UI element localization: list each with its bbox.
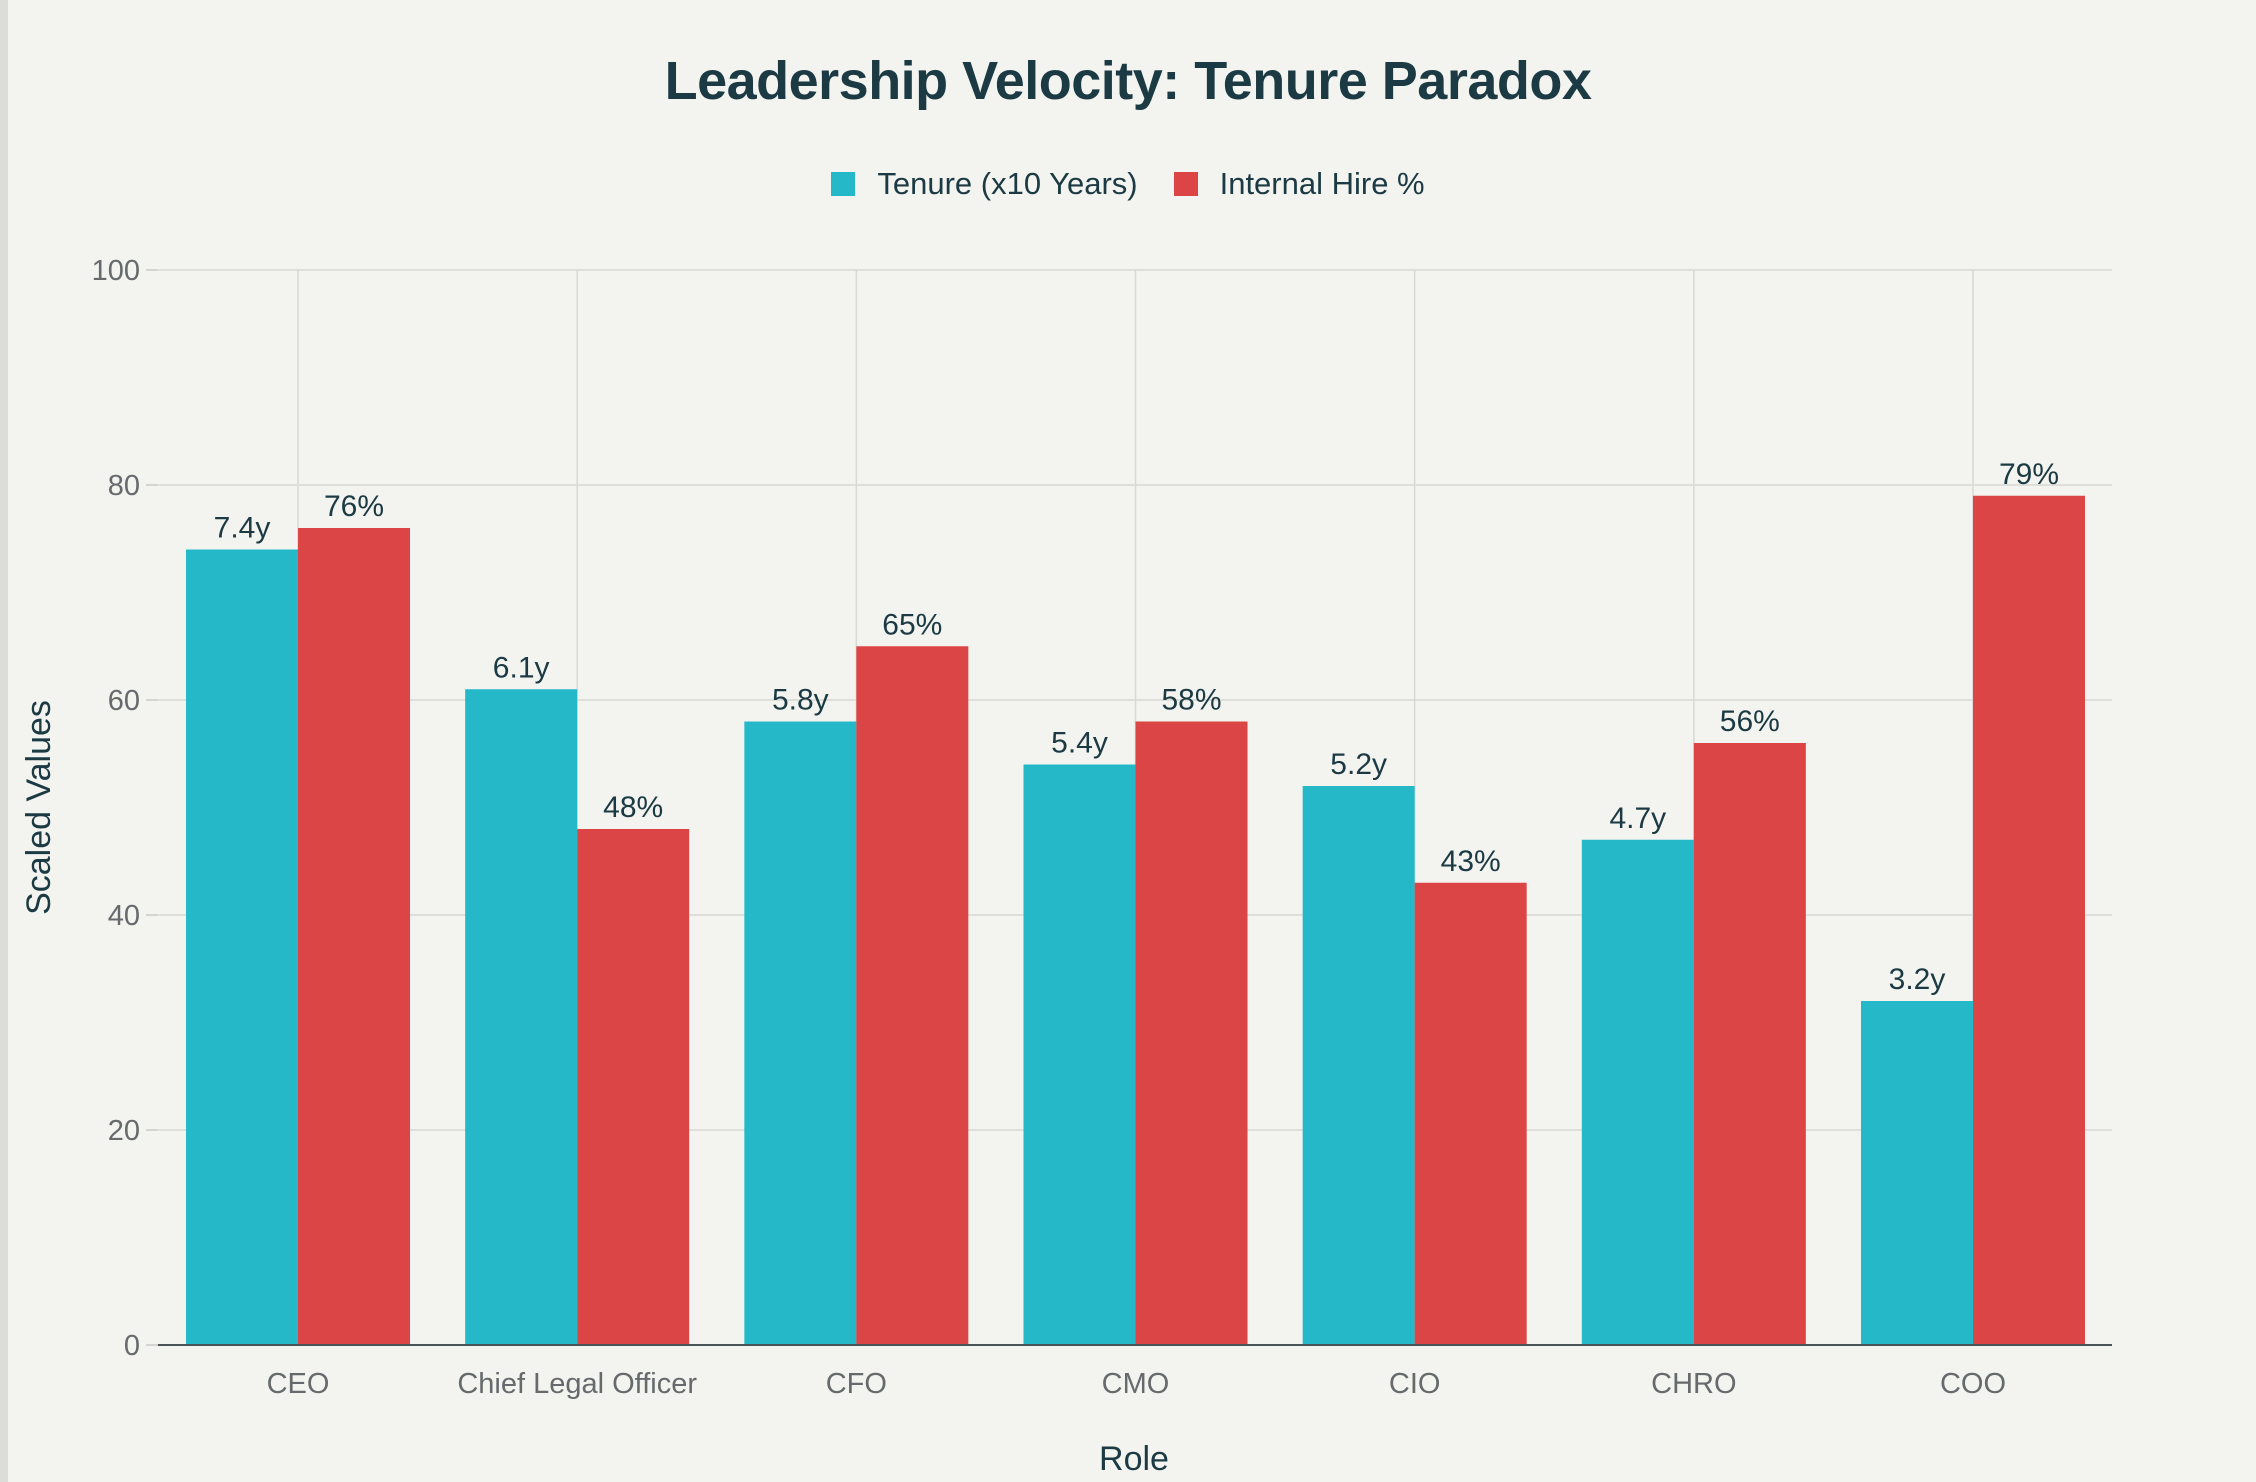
- x-tick-label: Chief Legal Officer: [457, 1368, 697, 1400]
- bar-tenure[interactable]: [465, 689, 578, 1345]
- bar-internal-hire[interactable]: [298, 528, 410, 1345]
- bar-data-label: 5.8y: [772, 684, 829, 717]
- y-tick-label: 60: [108, 685, 140, 717]
- bar-tenure[interactable]: [1861, 1001, 1973, 1345]
- chart-legend: Tenure (x10 Years) Internal Hire %: [0, 166, 2256, 202]
- bar-data-label: 5.4y: [1051, 727, 1108, 760]
- bar-data-label: 48%: [603, 791, 663, 824]
- legend-swatch-tenure: [831, 172, 856, 196]
- x-tick-label: CIO: [1389, 1368, 1441, 1400]
- y-axis-title: Scaled Values: [20, 700, 58, 915]
- bar-data-label: 6.1y: [493, 651, 550, 684]
- bar-tenure[interactable]: [1023, 764, 1136, 1346]
- legend-swatch-internal-hire: [1173, 172, 1198, 196]
- bar-data-label: 43%: [1441, 845, 1501, 878]
- bar-internal-hire[interactable]: [1414, 882, 1527, 1345]
- bar-data-label: 7.4y: [214, 512, 271, 545]
- left-edge-divider: [0, 0, 8, 1482]
- axes-layer: 0 20 40 60 80 100 CEO Chief Legal Officer CFO CMO…: [92, 255, 2112, 1400]
- bar-internal-hire[interactable]: [1135, 721, 1248, 1346]
- y-tick-label: 0: [124, 1330, 140, 1362]
- bar-data-label: 4.7y: [1609, 802, 1666, 835]
- bar-data-label: 65%: [882, 608, 942, 641]
- bar-tenure[interactable]: [1581, 839, 1694, 1345]
- x-tick-label: COO: [1940, 1368, 2006, 1400]
- bar-data-label: 56%: [1720, 705, 1780, 738]
- legend-label-tenure: Tenure (x10 Years): [877, 166, 1138, 201]
- bar-data-label: 5.2y: [1330, 748, 1387, 781]
- data-labels-layer: 7.4y 76% 6.1y 48% 5.8y 65% 5.4y 58% 5.2y 43% 4.7y 5…: [214, 458, 2059, 996]
- bar-internal-hire[interactable]: [1973, 495, 2085, 1345]
- bar-tenure[interactable]: [1302, 786, 1415, 1345]
- bar-tenure[interactable]: [186, 549, 298, 1346]
- bar-data-label: 3.2y: [1889, 963, 1946, 996]
- chart-title: Leadership Velocity: Tenure Paradox: [664, 51, 1592, 111]
- x-tick-label: CMO: [1102, 1368, 1170, 1400]
- y-tick-label: 20: [108, 1115, 140, 1147]
- bar-internal-hire[interactable]: [577, 829, 690, 1345]
- bar-tenure[interactable]: [744, 721, 857, 1346]
- x-axis-title: Role: [1099, 1440, 1169, 1478]
- bars-layer: [186, 495, 2085, 1346]
- bar-data-label: 76%: [324, 490, 384, 523]
- x-tick-label: CHRO: [1651, 1368, 1736, 1400]
- x-tick-label: CEO: [267, 1368, 330, 1400]
- bar-data-label: 58%: [1161, 684, 1221, 717]
- y-tick-label: 40: [108, 900, 140, 932]
- bar-internal-hire[interactable]: [856, 646, 969, 1345]
- legend-item-internal-hire[interactable]: Internal Hire %: [1173, 166, 1425, 202]
- bar-internal-hire[interactable]: [1693, 743, 1806, 1345]
- legend-item-tenure[interactable]: Tenure (x10 Years): [831, 166, 1138, 202]
- y-tick-label: 100: [92, 255, 140, 287]
- x-tick-label: CFO: [826, 1368, 887, 1400]
- bar-data-label: 79%: [1999, 458, 2059, 491]
- legend-label-internal-hire: Internal Hire %: [1219, 166, 1425, 201]
- y-tick-label: 80: [108, 470, 140, 502]
